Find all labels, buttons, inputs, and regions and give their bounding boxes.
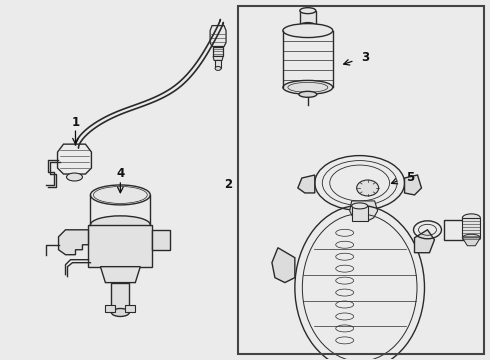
Ellipse shape	[91, 185, 150, 205]
Ellipse shape	[300, 8, 316, 14]
Text: 4: 4	[116, 167, 124, 180]
Ellipse shape	[91, 216, 150, 234]
Bar	[463, 218, 480, 238]
Ellipse shape	[300, 23, 316, 28]
Ellipse shape	[67, 173, 82, 181]
Ellipse shape	[111, 309, 129, 316]
Polygon shape	[415, 230, 435, 253]
Text: 3: 3	[362, 51, 370, 64]
Polygon shape	[89, 225, 152, 267]
Ellipse shape	[357, 180, 379, 196]
Ellipse shape	[299, 91, 317, 97]
Bar	[111, 283, 129, 312]
Polygon shape	[58, 230, 89, 255]
Polygon shape	[298, 175, 315, 193]
Text: 5: 5	[407, 171, 415, 184]
Ellipse shape	[352, 203, 368, 209]
Bar	[105, 305, 115, 312]
Ellipse shape	[463, 234, 480, 241]
Bar	[213, 46, 223, 57]
Ellipse shape	[215, 67, 221, 71]
Polygon shape	[213, 57, 223, 60]
Bar	[352, 206, 368, 221]
Text: 2: 2	[224, 179, 232, 192]
Polygon shape	[350, 201, 378, 221]
Bar	[238, 6, 484, 354]
Ellipse shape	[283, 24, 333, 37]
Bar	[300, 11, 316, 26]
Ellipse shape	[463, 214, 480, 222]
Bar	[444, 220, 465, 240]
Bar	[215, 60, 221, 68]
Polygon shape	[272, 248, 295, 283]
Polygon shape	[152, 230, 170, 250]
Text: 1: 1	[72, 116, 79, 129]
Polygon shape	[210, 26, 226, 46]
Bar	[125, 305, 135, 312]
Polygon shape	[405, 175, 421, 195]
Polygon shape	[463, 238, 480, 246]
Ellipse shape	[283, 80, 333, 94]
Polygon shape	[100, 267, 140, 283]
